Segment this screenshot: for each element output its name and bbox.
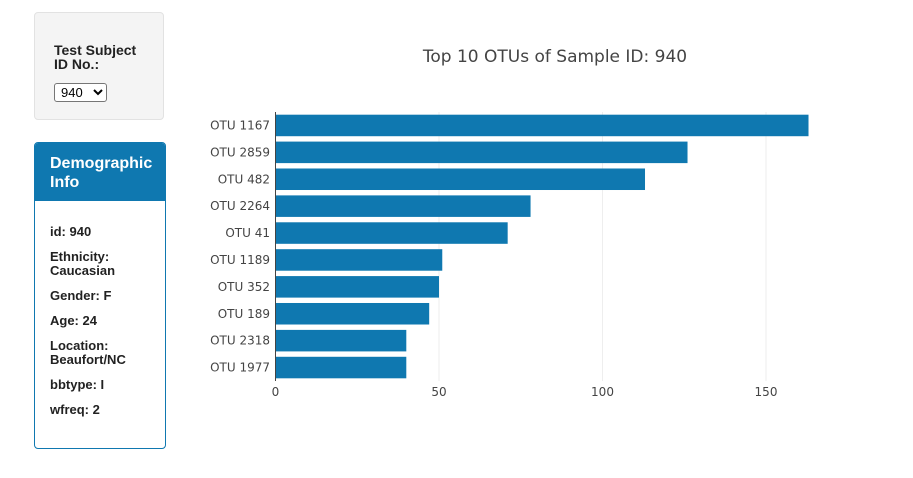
demographic-info-heading: Demographic Info [35,143,165,201]
y-tick-label: OTU 2859 [210,145,270,159]
bar-otu-2859[interactable] [275,141,688,164]
bar-otu-2264[interactable] [275,195,531,217]
bar-otu-1977[interactable] [275,356,407,379]
chart-bars [275,114,809,379]
demographic-bbtype: bbtype: I [50,377,105,392]
chart-x-tick-labels: 0 50 100 150 [272,385,778,399]
demographic-id: id: 940 [50,224,92,239]
demographic-wfreq: wfreq: 2 [50,402,100,417]
demographic-location: Location: Beaufort/NC [50,338,126,367]
demographic-info-panel: Demographic Info id: 940 Ethnicity: Cauc… [34,142,166,449]
y-tick-label: OTU 41 [225,226,270,240]
y-tick-label: OTU 2318 [210,334,270,348]
demographic-info-body: id: 940 Ethnicity: Caucasian Gender: F A… [35,201,165,417]
subject-id-dropdown[interactable]: 940 [54,83,107,102]
y-tick-label: OTU 1977 [210,361,270,375]
x-tick-label: 150 [755,385,778,399]
x-tick-label: 0 [272,385,280,399]
subject-select-label: Test Subject ID No.: [54,42,137,72]
bar-otu-482[interactable] [275,168,646,191]
y-tick-label: OTU 1189 [210,253,270,267]
y-tick-label: OTU 1167 [210,118,270,132]
demographic-age: Age: 24 [50,313,97,328]
x-tick-label: 100 [591,385,614,399]
x-tick-label: 50 [431,385,446,399]
bar-otu-1189[interactable] [275,249,443,271]
y-tick-label: OTU 482 [218,172,270,186]
bar-otu-352[interactable] [275,276,440,298]
demographic-gender: Gender: F [50,288,112,303]
bar-otu-41[interactable] [275,222,508,244]
subject-select-panel: Test Subject ID No.: 940 [34,12,164,120]
bar-otu-2318[interactable] [275,329,407,352]
bar-otu-1167[interactable] [275,114,809,137]
bar-otu-189[interactable] [275,302,430,325]
y-tick-label: OTU 352 [218,280,270,294]
y-tick-label: OTU 2264 [210,199,270,213]
y-tick-label: OTU 189 [218,307,270,321]
demographic-ethnicity: Ethnicity: Caucasian [50,249,116,278]
chart-y-tick-labels: OTU 1167 OTU 2859 OTU 482 OTU 2264 OTU 41 OTU… [210,118,270,374]
chart-title: Top 10 OTUs of Sample ID: 940 [422,47,687,67]
